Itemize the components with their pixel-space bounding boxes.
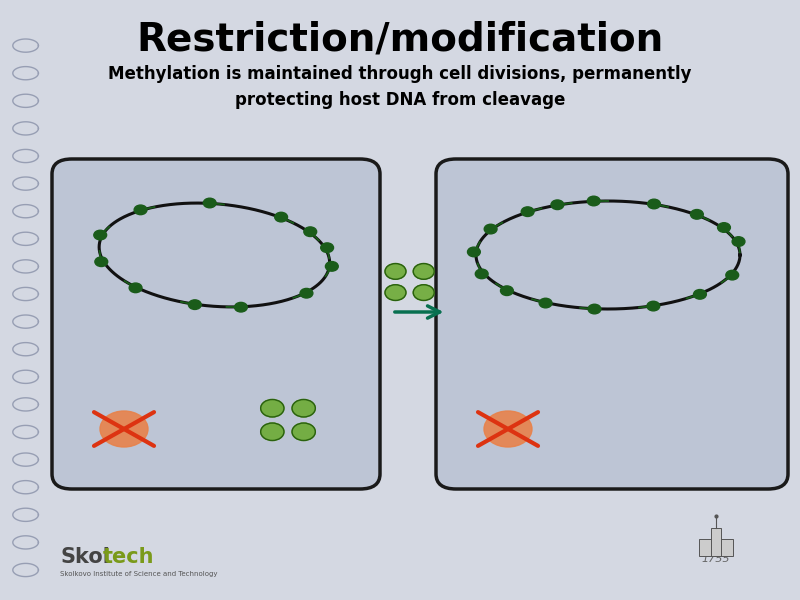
Circle shape [189,300,202,310]
Circle shape [647,301,660,311]
Circle shape [501,286,514,296]
FancyBboxPatch shape [710,528,722,556]
FancyBboxPatch shape [52,159,380,489]
Circle shape [587,196,600,206]
Circle shape [261,400,284,417]
Circle shape [475,269,488,278]
Circle shape [274,212,287,222]
Text: Skolkovo Institute of Science and Technology: Skolkovo Institute of Science and Techno… [60,571,218,577]
Text: Restriction/modification: Restriction/modification [136,20,664,58]
Circle shape [414,263,434,279]
Circle shape [134,205,147,215]
Circle shape [484,411,532,447]
Circle shape [203,198,216,208]
Circle shape [522,207,534,217]
Circle shape [304,227,317,236]
Circle shape [732,237,745,247]
Circle shape [484,224,497,234]
Circle shape [539,298,552,308]
Circle shape [95,257,108,266]
Circle shape [726,271,738,280]
Circle shape [321,243,334,253]
Circle shape [414,285,434,301]
Circle shape [694,290,706,299]
Circle shape [261,423,284,440]
Circle shape [94,230,106,240]
Text: tech: tech [102,547,154,567]
Circle shape [588,304,601,314]
Circle shape [292,423,315,440]
Circle shape [234,302,247,312]
Circle shape [292,400,315,417]
Circle shape [647,199,660,209]
Circle shape [551,200,564,209]
Text: 1755: 1755 [702,554,730,564]
Text: Skol: Skol [60,547,110,567]
FancyBboxPatch shape [436,159,788,489]
Circle shape [326,262,338,271]
Circle shape [129,283,142,293]
Circle shape [100,411,148,447]
Circle shape [385,285,406,301]
Circle shape [690,209,703,219]
Circle shape [467,247,480,257]
Circle shape [385,263,406,279]
Circle shape [300,289,313,298]
Circle shape [718,223,730,232]
Text: Methylation is maintained through cell divisions, permanently
protecting host DN: Methylation is maintained through cell d… [108,65,692,109]
FancyBboxPatch shape [699,539,733,556]
